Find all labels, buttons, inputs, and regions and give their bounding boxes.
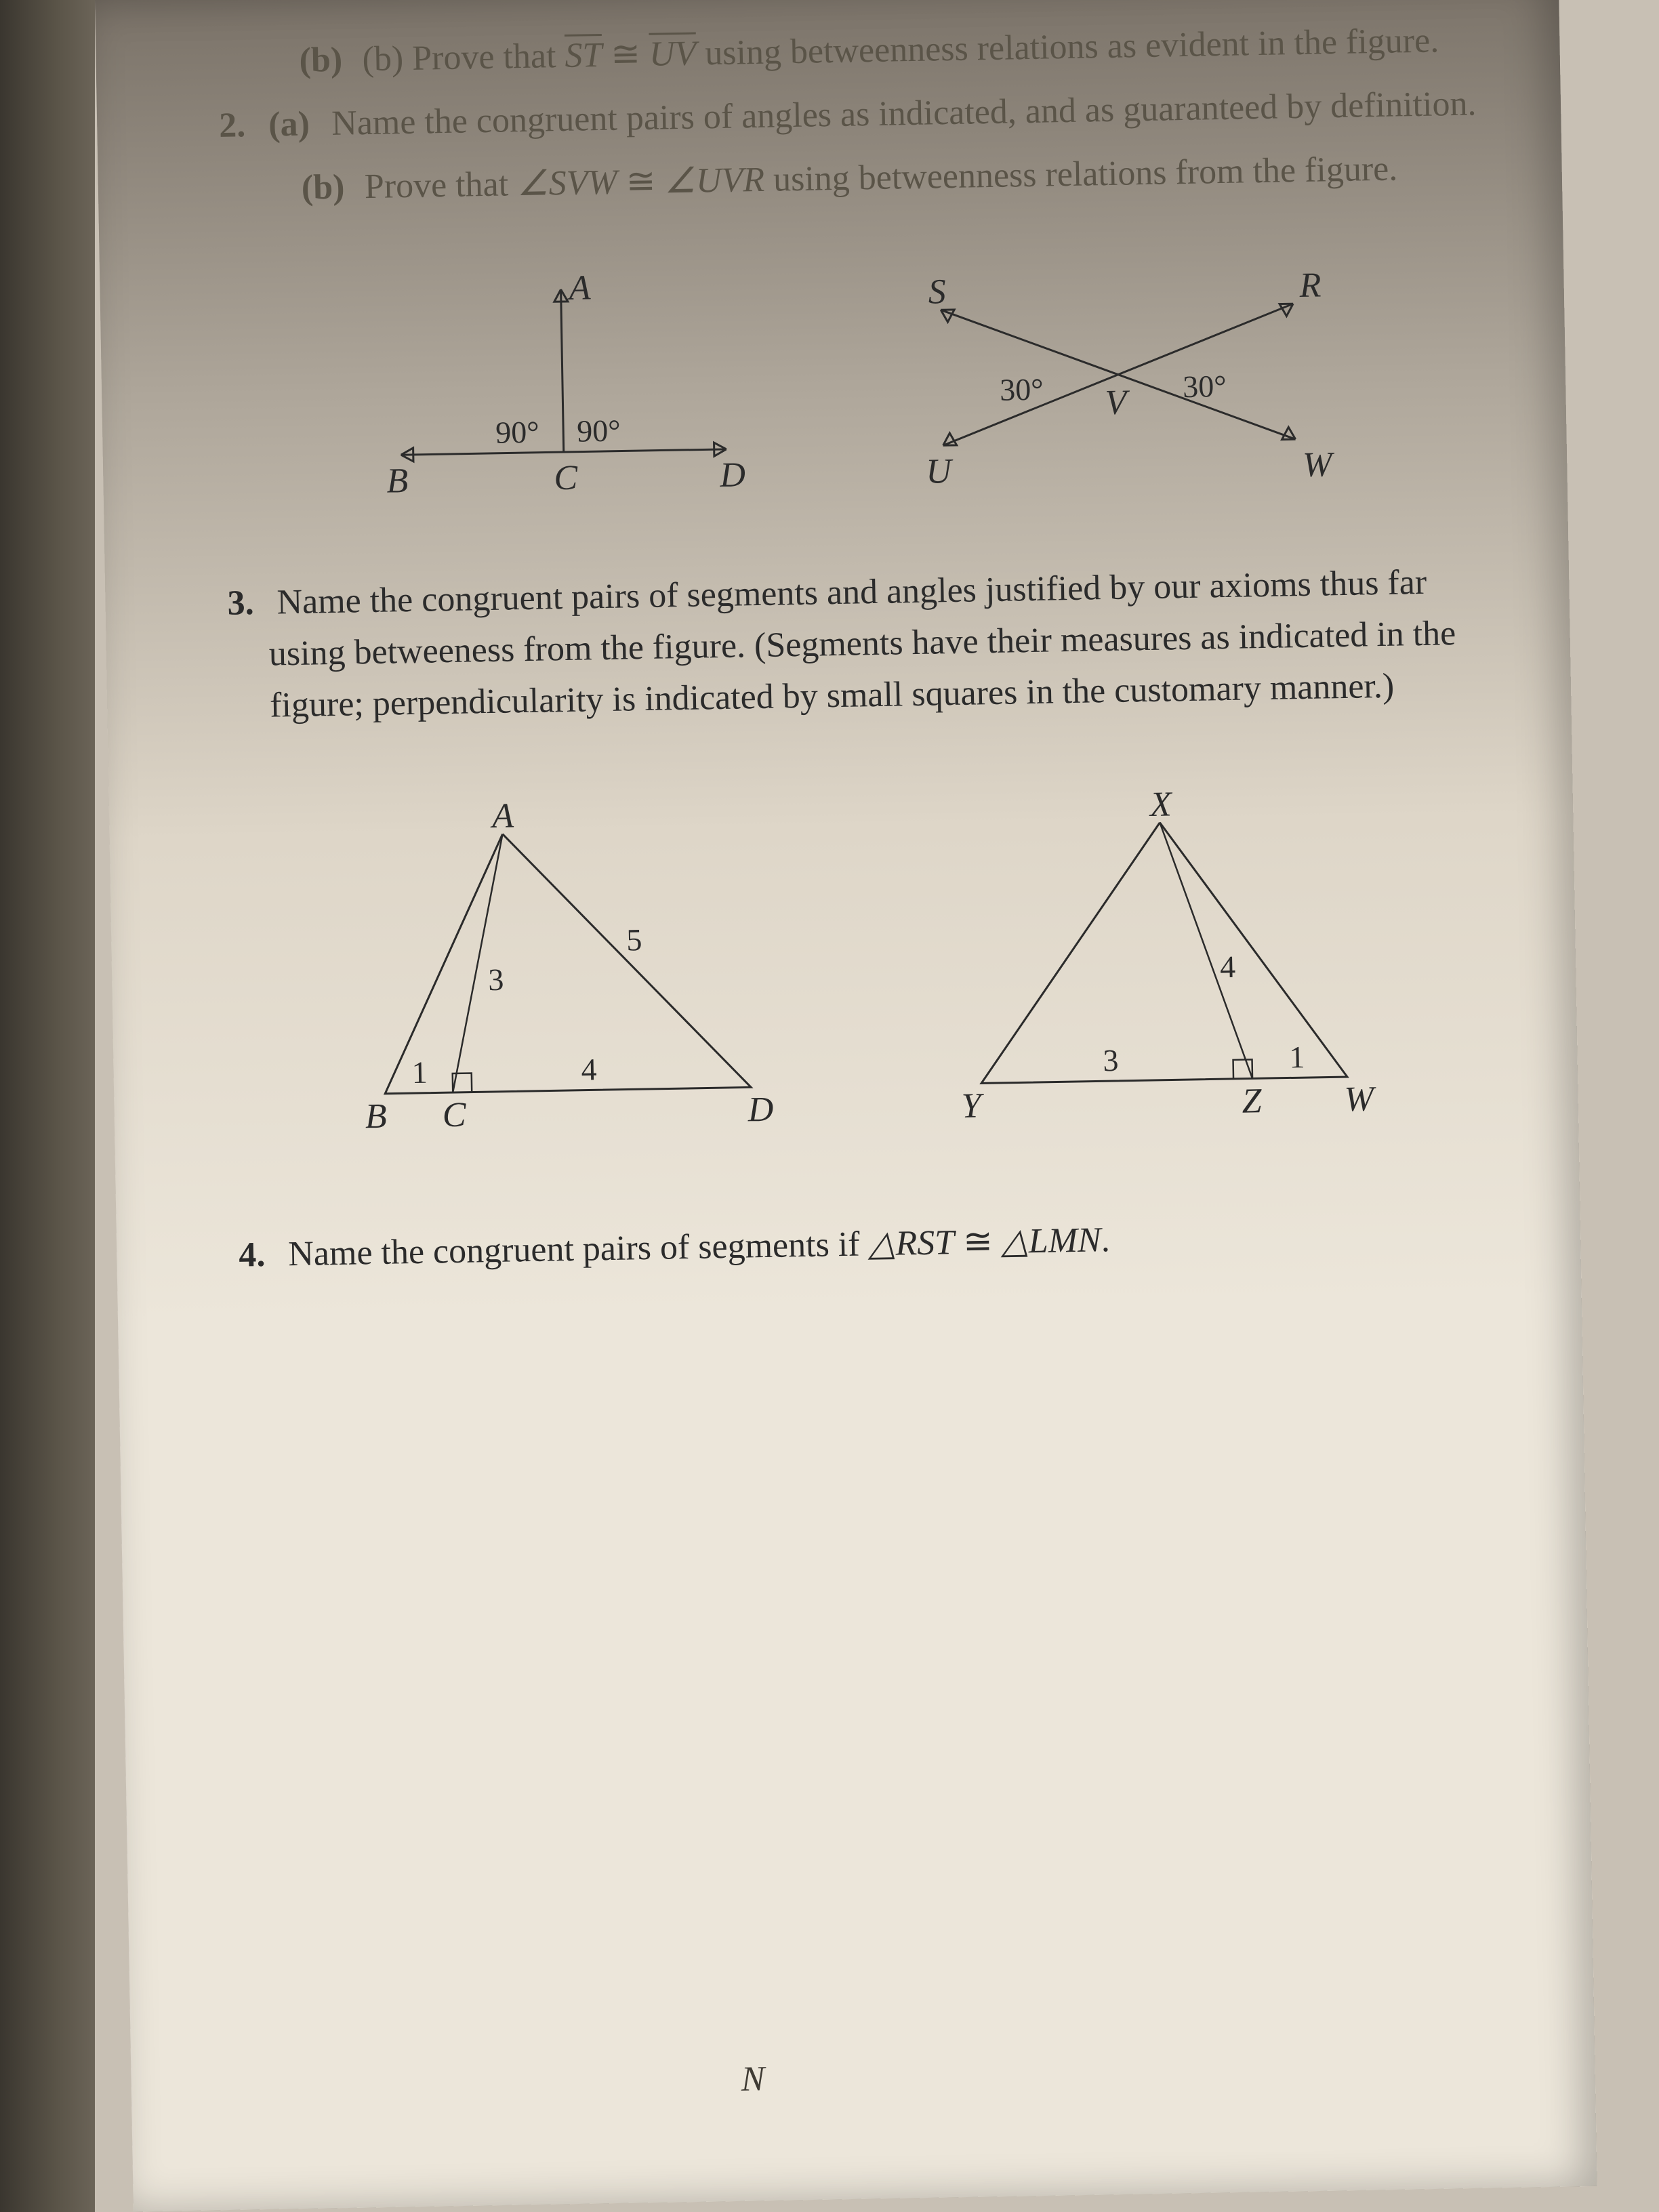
q2-figure-right: S R U V W 30° 30°	[899, 249, 1337, 500]
label-X: X	[1148, 785, 1173, 825]
q4-t2: △LMN	[1001, 1221, 1101, 1261]
label-N: N	[741, 2060, 765, 2099]
q1b-label: (b)	[299, 36, 354, 85]
label-3: 3	[488, 962, 504, 997]
label-C: C	[554, 458, 579, 497]
q1b-suffix: using betweenness relations as evident i…	[696, 21, 1439, 73]
label-1: 1	[411, 1055, 428, 1090]
label-90r: 90°	[577, 413, 621, 448]
q2a-text: Name the congruent pairs of angles as in…	[323, 85, 1477, 144]
label-1r: 1	[1289, 1040, 1305, 1074]
label-30r: 30°	[1183, 369, 1227, 404]
q2b-suffix: using betweenness relations from the fig…	[764, 150, 1398, 199]
label-Z: Z	[1242, 1082, 1263, 1121]
label-R: R	[1298, 266, 1322, 305]
label-C2: C	[442, 1096, 467, 1135]
label-B: B	[386, 462, 409, 501]
label-4r: 4	[1220, 949, 1236, 984]
q4-number: 4.	[239, 1231, 280, 1279]
q2a-line: 2. (a) Name the congruent pairs of angle…	[219, 81, 1480, 150]
q3-number: 3.	[227, 579, 268, 627]
trailing-N: N	[741, 2055, 765, 2104]
label-90l: 90°	[495, 414, 539, 449]
label-A: A	[567, 268, 591, 308]
q1b-congr: ≅	[602, 35, 650, 75]
label-3r: 3	[1103, 1043, 1119, 1078]
label-4: 4	[581, 1052, 597, 1086]
label-A2: A	[490, 797, 514, 836]
q2b-line: (b) Prove that ∠SVW ≅ ∠UVR using between…	[220, 144, 1481, 214]
label-B2: B	[365, 1097, 387, 1136]
label-5: 5	[626, 922, 642, 957]
q2b-ang1: ∠SVW	[517, 163, 618, 204]
q3-text3: figure; perpendicularity is indicated by…	[270, 667, 1395, 725]
q2b-congr: ≅	[617, 163, 665, 202]
q2-figure-left: A B C D 90° 90°	[371, 259, 754, 510]
q2b-label: (b)	[301, 164, 356, 213]
label-W: W	[1303, 445, 1336, 485]
q3-figure-left: A B C D 5 3 1 4	[353, 802, 779, 1135]
label-W: W	[1344, 1080, 1377, 1119]
label-V: V	[1105, 383, 1130, 422]
label-Y: Y	[961, 1086, 985, 1126]
textbook-page: (b) (b) Prove that ST ≅ UV using between…	[95, 0, 1597, 2212]
q4-suffix: .	[1101, 1221, 1110, 1259]
q2-number: 2.	[219, 102, 260, 150]
q2a-label: (a)	[268, 100, 323, 149]
q3-figure-row: A B C D 5 3 1 4 X Y Z W 4 3 1	[231, 790, 1497, 1136]
q2b-prefix: Prove that	[355, 165, 517, 207]
q4-prefix: Name the congruent pairs of segments if	[279, 1225, 869, 1273]
q4-congr: ≅	[954, 1223, 1002, 1262]
label-D: D	[719, 455, 746, 495]
q1b-prefix: (b) Prove that	[362, 37, 565, 79]
page-content: (b) (b) Prove that ST ≅ UV using between…	[218, 16, 1500, 1295]
q2-figure-row: A B C D 90° 90° S R U V W 30	[222, 246, 1486, 512]
label-S: S	[928, 272, 946, 311]
label-U: U	[926, 452, 954, 491]
label-30l: 30°	[1000, 371, 1044, 407]
q4-line: 4. Name the congruent pairs of segments …	[239, 1210, 1500, 1279]
book-binding	[0, 0, 95, 2212]
q1b-seg-uv: UV	[649, 35, 696, 74]
q1b-seg-st: ST	[565, 36, 602, 75]
label-D2: D	[747, 1090, 774, 1130]
q3-figure-right: X Y Z W 4 3 1	[949, 792, 1375, 1124]
q1b-line: (b) (b) Prove that ST ≅ UV using between…	[218, 16, 1479, 86]
q2b-ang2: ∠UVR	[664, 161, 765, 201]
q4-t1: △RST	[868, 1223, 955, 1263]
